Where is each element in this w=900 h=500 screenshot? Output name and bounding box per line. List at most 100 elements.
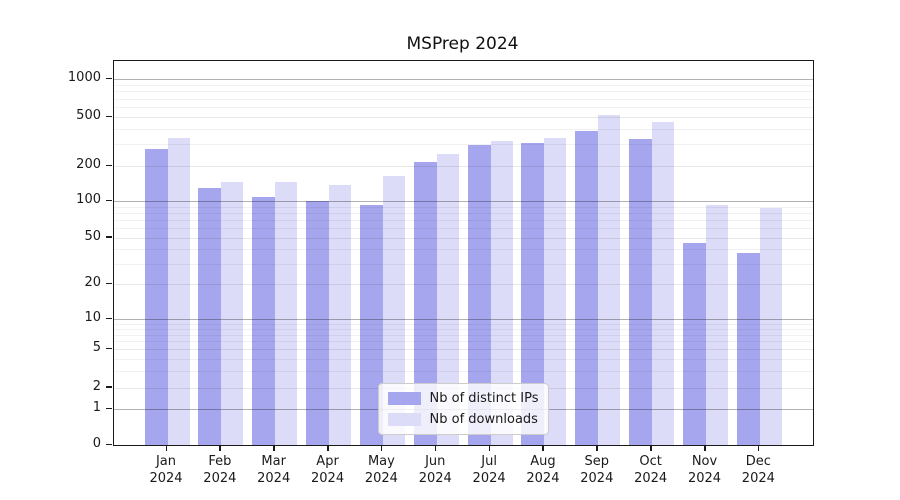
gridline-5 [114,349,813,351]
chart-title: MSPrep 2024 [406,34,519,54]
gridline-70 [114,219,813,221]
gridline-9 [114,323,813,325]
y-tick-mark-10 [106,317,112,319]
gridline-4 [114,358,813,360]
x-tick-mark-may [380,446,383,451]
x-tick-mark-jan [165,446,167,451]
x-tick-year-mar: 2024 [257,471,291,486]
bar-jun-distinct-ips [413,162,437,445]
x-tick-label-oct: Oct 2024 [623,453,679,487]
gridline-400 [114,128,813,130]
y-tick-mark-1 [106,407,112,410]
y-tick-mark-1000 [106,77,112,80]
x-tick-mark-apr [327,446,329,451]
gridline-20 [114,284,813,286]
x-tick-year-jun: 2024 [418,471,452,486]
x-tick-label-jun: Jun 2024 [407,453,463,487]
plot-area: Nb of distinct IPs Nb of downloads [113,60,814,446]
y-tick-mark-200 [106,164,112,166]
x-tick-label-feb: Feb 2024 [192,453,248,487]
gridline-8 [114,328,813,330]
gridline-6 [114,341,813,343]
bar-may-distinct-ips [359,205,383,445]
x-tick-label-jul: Jul 2024 [461,453,517,487]
gridline-40 [114,249,813,251]
x-tick-mark-sep [596,446,598,451]
y-tick-label-50: 50 [84,228,101,244]
y-tick-label-1000: 1000 [67,70,101,86]
y-tick-mark-2 [106,386,112,388]
x-tick-year-apr: 2024 [311,471,345,486]
legend-row-distinct-ips: Nb of distinct IPs [387,391,539,406]
y-tick-mark-500 [106,115,112,117]
legend-swatch-distinct-ips [387,392,421,405]
y-tick-label-200: 200 [76,157,101,172]
x-tick-year-nov: 2024 [687,471,722,486]
bar-feb-downloads [221,181,244,445]
x-tick-mark-oct [650,446,652,451]
y-tick-label-10: 10 [84,310,101,325]
y-tick-label-20: 20 [84,275,101,291]
y-tick-label-5: 5 [92,340,101,356]
x-tick-year-may: 2024 [364,471,398,486]
bar-dec-downloads [759,207,782,445]
gridline-50 [114,237,813,239]
x-tick-year-jul: 2024 [472,471,506,486]
bar-mar-distinct-ips [252,197,276,445]
x-tick-label-dec: Dec 2024 [730,453,786,487]
legend: Nb of distinct IPs Nb of downloads [377,383,550,435]
bar-oct-distinct-ips [629,139,653,445]
x-tick-mark-aug [542,446,544,451]
y-tick-mark-100 [106,199,112,201]
y-tick-label-2: 2 [92,378,101,394]
x-tick-mark-jul [488,446,491,451]
gridline-300 [114,144,813,146]
gridline-900 [114,85,813,87]
bar-jan-downloads [167,137,190,445]
gridline-500 [114,117,813,118]
x-tick-mark-feb [219,446,221,451]
bar-aug-downloads [544,137,567,445]
x-tick-mark-nov [704,446,706,451]
gridline-30 [114,263,813,265]
bar-may-downloads [382,175,405,445]
bar-jul-distinct-ips [467,145,491,445]
gridline-3 [114,370,813,372]
bar-sep-downloads [598,114,621,445]
x-tick-year-feb: 2024 [203,471,237,486]
bar-aug-distinct-ips [521,143,545,445]
bar-jan-distinct-ips [144,148,168,445]
gridline-200 [114,166,813,167]
gridline-90 [114,206,813,208]
bar-feb-distinct-ips [198,187,222,445]
bar-mar-downloads [275,182,298,445]
gridline-10 [114,319,813,320]
legend-label-distinct-ips: Nb of distinct IPs [429,391,539,406]
legend-swatch-downloads [387,413,421,426]
gridline-7 [114,334,813,336]
gridline-800 [114,91,813,93]
y-tick-label-500: 500 [76,108,101,123]
y-tick-label-0: 0 [92,436,101,451]
y-tick-mark-5 [106,347,112,350]
y-tick-mark-50 [106,236,112,238]
gridline-1000 [114,79,813,81]
gridline-100 [114,201,813,202]
gridline-60 [114,228,813,230]
legend-label-downloads: Nb of downloads [429,412,538,427]
x-tick-mark-jun [434,446,437,451]
x-tick-mark-dec [757,446,760,451]
x-tick-label-aug: Aug 2024 [515,453,571,487]
x-tick-mark-mar [273,446,275,451]
bar-jun-downloads [436,153,459,445]
y-tick-mark-20 [106,282,112,285]
x-tick-label-sep: Sep 2024 [569,453,625,487]
gridline-600 [114,107,813,109]
gridline-700 [114,98,813,100]
x-tick-label-apr: Apr 2024 [300,453,356,487]
legend-row-downloads: Nb of downloads [387,412,539,427]
gridline-80 [114,212,813,214]
bar-apr-distinct-ips [306,201,330,445]
x-tick-year-oct: 2024 [634,471,668,486]
